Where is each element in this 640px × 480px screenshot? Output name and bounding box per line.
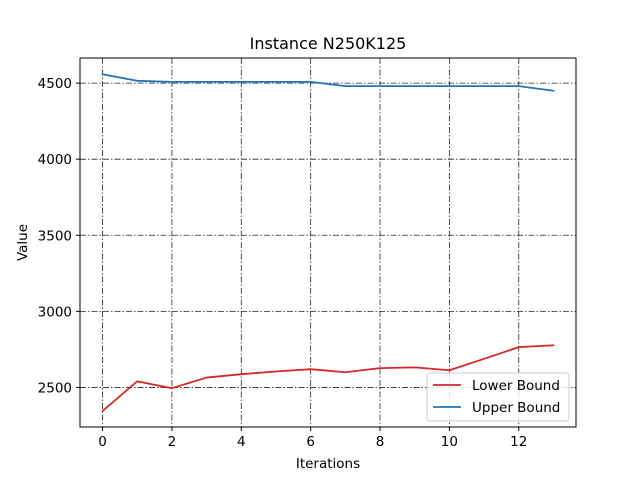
x-tick-label: 10 [441,434,458,450]
x-axis-label: Iterations [296,456,360,472]
x-tick-label: 2 [168,434,177,450]
x-tick-label: 4 [237,434,246,450]
plot-area-frame [79,57,577,428]
legend: Lower Bound Upper Bound [426,372,570,422]
legend-label-upper-bound: Upper Bound [472,400,560,416]
x-axis-ticks: 0 2 4 6 8 10 12 [98,427,527,450]
chart-title: Instance N250K125 [250,34,407,53]
series-line-lower-bound [101,344,555,413]
legend-box [426,372,570,422]
grid-lines [80,58,576,427]
y-tick-label: 2500 [38,380,72,396]
series-lines [101,73,555,413]
y-tick-label: 4500 [38,76,72,92]
x-tick-label: 0 [98,434,107,450]
x-tick-label: 12 [510,434,527,450]
y-tick-label: 3000 [38,304,72,320]
x-tick-label: 6 [306,434,315,450]
y-tick-label: 3500 [38,228,72,244]
legend-label-lower-bound: Lower Bound [472,378,560,394]
y-tick-label: 4000 [38,152,72,168]
y-axis-label: Value [15,224,31,261]
y-axis-ticks: 2500 3000 3500 4000 4500 [38,76,80,396]
series-line-upper-bound [101,73,555,92]
x-tick-label: 8 [376,434,385,450]
